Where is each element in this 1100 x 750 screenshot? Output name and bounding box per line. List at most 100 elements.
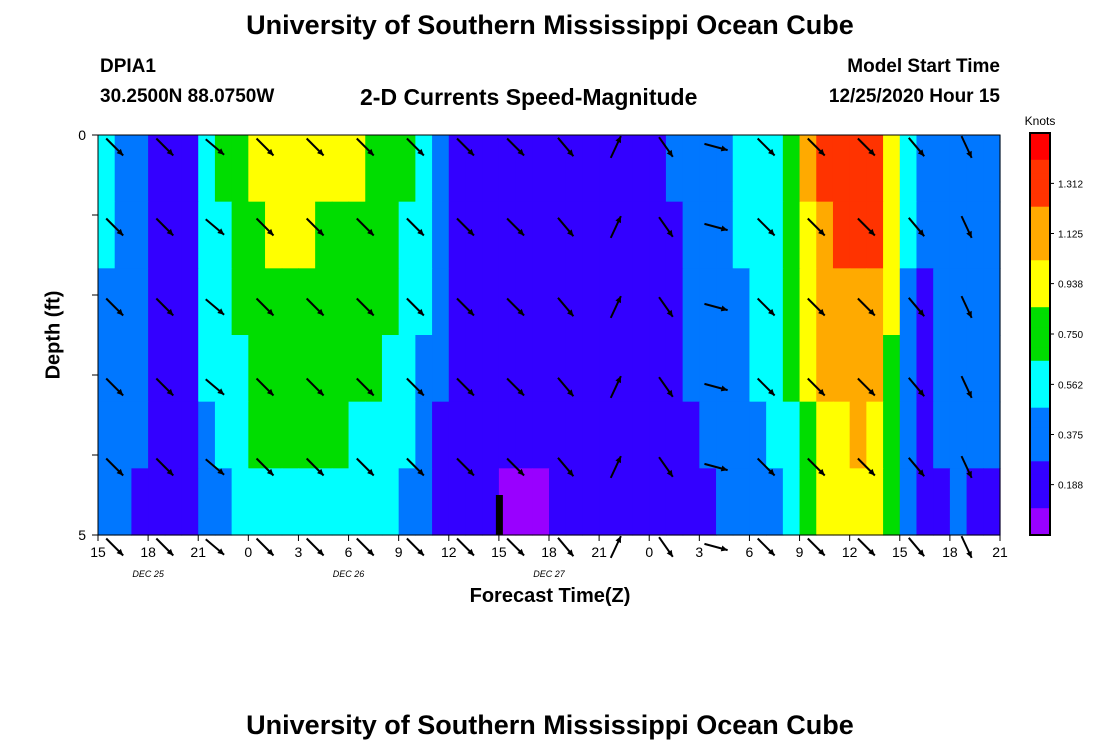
x-tick-label: 12	[441, 544, 457, 560]
heatmap-cell	[298, 401, 316, 469]
heatmap-cell	[265, 401, 283, 469]
heatmap-cell	[381, 401, 400, 469]
heatmap-cell	[415, 335, 433, 403]
heatmap-cell	[615, 268, 634, 336]
heatmap-cell	[348, 468, 366, 536]
current-vector-head	[116, 148, 124, 156]
colorbar-segment	[1030, 246, 1050, 255]
heatmap-cell	[599, 401, 617, 469]
current-vector-head	[720, 465, 728, 472]
heatmap-cell	[565, 268, 584, 336]
heatmap-cell	[315, 268, 333, 336]
x-tick-label: 6	[746, 544, 754, 560]
heatmap-cell	[599, 468, 617, 536]
heatmap-cell	[231, 201, 249, 269]
colorbar-segment	[1030, 421, 1050, 429]
current-vector-head	[166, 148, 174, 156]
colorbar-segment	[1030, 347, 1050, 355]
heatmap-cell	[482, 401, 500, 469]
heatmap-cell	[682, 401, 700, 469]
heatmap-cell	[782, 401, 801, 469]
heatmap-cell	[532, 335, 550, 403]
heatmap-cell	[98, 268, 116, 336]
heatmap-cell	[933, 268, 951, 336]
heatmap-cell	[749, 201, 767, 269]
heatmap-cell	[749, 468, 767, 536]
heatmap-cell	[632, 201, 650, 269]
heatmap-cell	[231, 335, 249, 403]
heatmap-cell	[198, 401, 216, 469]
heatmap-cell	[114, 268, 133, 336]
heatmap-cell	[515, 135, 533, 203]
heatmap-cell	[498, 135, 517, 203]
heatmap-cell	[465, 135, 483, 203]
colorbar-segment	[1030, 240, 1050, 248]
heatmap-cell	[181, 135, 199, 203]
x-tick-label: 18	[541, 544, 557, 560]
x-tick-label: 21	[190, 544, 206, 560]
heatmap-cell	[966, 135, 984, 203]
heatmap-cell	[381, 268, 400, 336]
model-start-label: Model Start Time	[847, 56, 1000, 77]
current-vector-head	[917, 469, 925, 477]
current-vector-head	[517, 548, 525, 556]
heatmap-cell	[799, 201, 817, 269]
heatmap-cell	[949, 201, 968, 269]
heatmap-cell	[164, 268, 183, 336]
heatmap-cell	[615, 335, 634, 403]
heatmap-cell	[164, 468, 183, 536]
heatmap-cell	[916, 335, 934, 403]
heatmap-cell	[883, 201, 901, 269]
current-vector-head	[567, 229, 574, 237]
heatmap-cell	[883, 401, 901, 469]
heatmap-cell	[532, 401, 550, 469]
heatmap-cell	[866, 135, 884, 203]
station-id: DPIA1	[100, 56, 156, 77]
heatmap-cell	[649, 201, 667, 269]
x-tick-label: 0	[645, 544, 653, 560]
heatmap-cell	[966, 468, 984, 536]
colorbar-segment	[1030, 146, 1050, 154]
heatmap-cell	[465, 468, 483, 536]
colorbar-segment	[1030, 468, 1050, 476]
current-vector-head	[666, 309, 673, 317]
current-vector-head	[517, 228, 525, 236]
heatmap-cell	[432, 201, 450, 269]
heatmap-cell	[532, 268, 550, 336]
heatmap-cell	[315, 401, 333, 469]
current-vector-head	[467, 228, 474, 236]
colorbar-segment	[1030, 401, 1050, 409]
colorbar-segment	[1030, 447, 1050, 456]
heatmap-cell	[265, 135, 283, 203]
heatmap-cell	[549, 468, 567, 536]
current-vector-head	[266, 148, 274, 156]
colorbar-segment	[1030, 501, 1050, 509]
heatmap-cell	[732, 335, 751, 403]
heatmap-cell	[716, 135, 734, 203]
heatmap-cell	[331, 401, 350, 469]
current-vector-head	[166, 388, 174, 396]
current-vector-head	[768, 548, 775, 556]
heatmap-cell	[432, 268, 450, 336]
colorbar-tick-label: 1.125	[1058, 230, 1083, 241]
heatmap-cell	[515, 335, 533, 403]
heatmap-cell	[565, 468, 584, 536]
x-tick-label: 21	[591, 544, 607, 560]
heatmap-cell	[298, 268, 316, 336]
heatmap-cell	[532, 201, 550, 269]
heatmap-cell	[448, 201, 467, 269]
heatmap-cell	[732, 268, 751, 336]
heatmap-cell	[799, 401, 817, 469]
heatmap-cell	[615, 401, 634, 469]
current-vector-head	[517, 148, 525, 156]
heatmap-cell	[265, 335, 283, 403]
heatmap-cell	[933, 135, 951, 203]
colorbar-segment	[1030, 193, 1050, 201]
heatmap-cell	[933, 468, 951, 536]
current-vector-head	[720, 145, 728, 152]
heatmap-cell	[699, 201, 717, 269]
heatmap-cell	[281, 135, 300, 203]
heatmap-cell	[916, 268, 934, 336]
heatmap-cell	[181, 468, 199, 536]
